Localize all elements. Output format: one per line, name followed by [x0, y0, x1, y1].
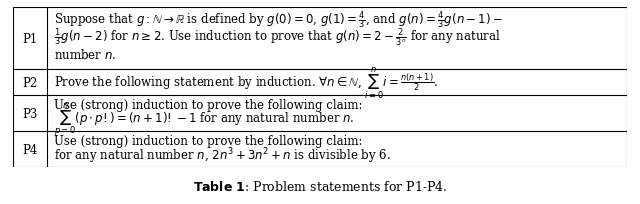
Text: Suppose that $g : \mathbb{N} \to \mathbb{R}$ is defined by $g(0) = 0$, $g(1) = \: Suppose that $g : \mathbb{N} \to \mathbb…: [54, 9, 503, 30]
Text: P4: P4: [22, 143, 37, 156]
Text: $\bf{Table\ 1}$: Problem statements for P1-P4.: $\bf{Table\ 1}$: Problem statements for …: [193, 179, 447, 193]
Text: Use (strong) induction to prove the following claim:: Use (strong) induction to prove the foll…: [54, 134, 362, 147]
Text: $\sum_{p=0}^{n}(p \cdot p!) = (n+1)! - 1$ for any natural number $n$.: $\sum_{p=0}^{n}(p \cdot p!) = (n+1)! - 1…: [54, 101, 355, 138]
Text: $\frac{1}{3}g(n-2)$ for $n \geq 2$. Use induction to prove that $g(n) = 2 - \fra: $\frac{1}{3}g(n-2)$ for $n \geq 2$. Use …: [54, 26, 500, 48]
Text: P2: P2: [22, 76, 37, 89]
Text: Prove the following statement by induction. $\forall n \in \mathbb{N}$, $\sum_{i: Prove the following statement by inducti…: [54, 65, 438, 101]
Text: P3: P3: [22, 107, 37, 120]
Text: Use (strong) induction to prove the following claim:: Use (strong) induction to prove the foll…: [54, 99, 362, 112]
Text: number $n$.: number $n$.: [54, 48, 116, 62]
Text: for any natural number $n$, $2n^3 + 3n^2 + n$ is divisible by 6.: for any natural number $n$, $2n^3 + 3n^2…: [54, 145, 391, 165]
Text: P1: P1: [22, 33, 37, 45]
